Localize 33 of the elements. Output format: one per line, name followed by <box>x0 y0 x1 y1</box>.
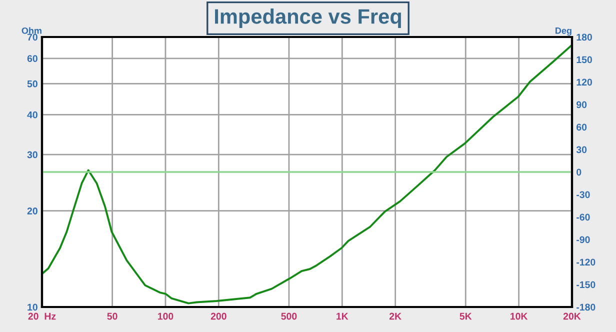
y-tick-label: 30 <box>27 151 38 158</box>
y-tick-label: 50 <box>27 80 38 88</box>
y-tick-label: 10 <box>28 304 38 311</box>
y2-tick-label: 0 <box>576 168 582 176</box>
y2-tick-label: 120 <box>576 78 592 86</box>
y2-tick-label: -150 <box>576 281 596 288</box>
y2-tick-label: -90 <box>576 236 590 244</box>
y2-tick-label: -30 <box>576 191 590 198</box>
y2-axis-title: Deg <box>556 28 572 36</box>
y2-tick-label: 150 <box>576 56 592 64</box>
x-tick-label: 500 <box>281 312 297 320</box>
x-tick-label: 5K <box>460 312 472 320</box>
x-tick-label: 1K <box>336 312 348 320</box>
x-tick-label: 200 <box>210 312 226 320</box>
x-tick-label: 20 Hz <box>28 312 56 320</box>
y2-tick-label: -180 <box>576 304 596 311</box>
y2-tick-label: 180 <box>576 34 592 41</box>
y-tick-label: 60 <box>27 55 38 62</box>
x-tick-label: 10K <box>510 312 528 320</box>
y2-tick-label: -60 <box>576 214 590 221</box>
x-tick-label: 2K <box>389 312 402 320</box>
y2-tick-label: -120 <box>576 258 596 266</box>
y-tick-label: 70 <box>27 34 38 41</box>
y-tick-label: 20 <box>27 208 38 214</box>
y-tick-label: 40 <box>27 111 38 118</box>
x-tick-label: 100 <box>158 312 174 320</box>
x-tick-label: 50 <box>107 312 118 320</box>
x-tick-label: 20K <box>563 312 581 320</box>
y2-tick-label: 60 <box>576 124 587 131</box>
y2-tick-label: 90 <box>576 101 587 108</box>
y-axis-title: Ohm <box>22 27 42 34</box>
y2-tick-label: 30 <box>576 146 587 154</box>
chart-title: Impedance vs Freq <box>215 8 401 28</box>
